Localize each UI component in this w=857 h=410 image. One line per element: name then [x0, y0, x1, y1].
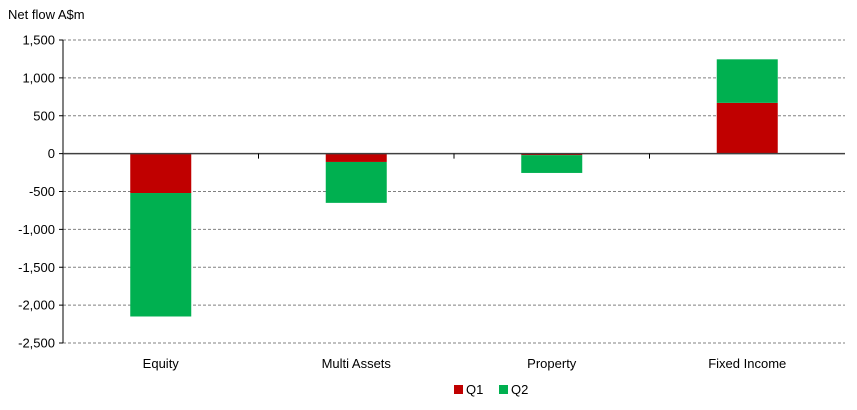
y-axis-label: Net flow A$m	[8, 7, 85, 22]
bar-q2-property	[521, 155, 583, 173]
y-tick-label: 0	[48, 146, 55, 161]
x-tick-label: Equity	[143, 356, 180, 371]
bar-q2-fixed-income	[716, 59, 778, 103]
x-tick-label: Property	[527, 356, 577, 371]
y-tick-label: 1,500	[22, 33, 55, 48]
legend-swatch-q2	[499, 385, 508, 394]
y-tick-label: 500	[33, 108, 55, 123]
x-tick-label: Multi Assets	[322, 356, 392, 371]
x-tick-label: Fixed Income	[708, 356, 786, 371]
y-tick-label: -500	[29, 184, 55, 199]
legend: Q1 Q2	[454, 382, 528, 397]
bar-q1-multi-assets	[325, 153, 387, 162]
bar-q2-equity	[130, 193, 192, 317]
legend-label-q2: Q2	[511, 382, 528, 397]
y-tick-label: 1,000	[22, 70, 55, 85]
y-axis-ticks: 1,500 1,000 500 0 -500 -1,000 -1,500 -2,000 -2,5…	[18, 33, 64, 351]
y-tick-label: -2,000	[18, 298, 55, 313]
legend-swatch-q1	[454, 385, 463, 394]
bar-q1-fixed-income	[716, 102, 778, 154]
y-tick-label: -1,000	[18, 222, 55, 237]
bar-q1-equity	[130, 153, 192, 194]
gridlines	[63, 39, 845, 344]
bars	[130, 59, 778, 317]
bar-q2-multi-assets	[325, 161, 387, 203]
bar-q1-property	[521, 153, 583, 156]
y-tick-label: -2,500	[18, 336, 55, 351]
x-axis: Equity Multi Assets Property Fixed Income	[63, 152, 845, 371]
legend-label-q1: Q1	[466, 382, 483, 397]
y-tick-label: -1,500	[18, 260, 55, 275]
